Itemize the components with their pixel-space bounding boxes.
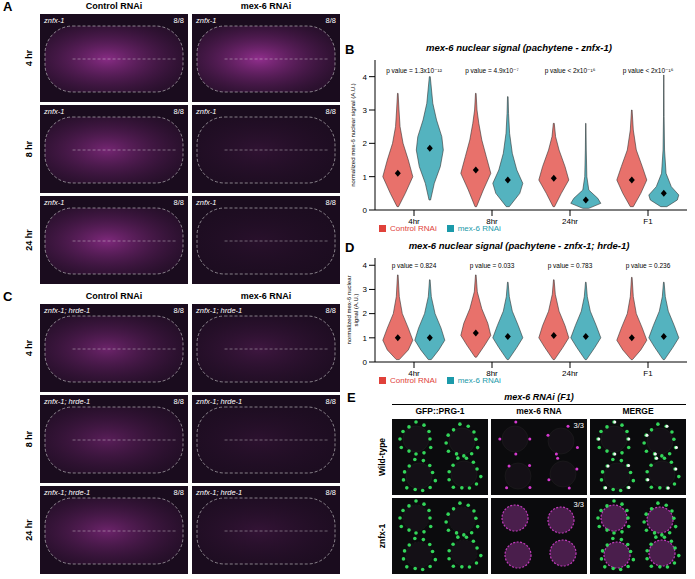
svg-text:8/8: 8/8 [174,198,184,207]
svg-text:4hr: 4hr [408,369,420,378]
svg-text:F1: F1 [643,217,653,226]
svg-text:znfx-1: znfx-1 [43,16,64,25]
svg-text:24hr: 24hr [562,369,578,378]
svg-text:znfx-1: znfx-1 [377,523,387,548]
svg-text:8 hr: 8 hr [24,430,34,447]
svg-text:24hr: 24hr [562,217,578,226]
svg-text:0: 0 [363,206,368,215]
svg-text:znfx-1; hrde-1: znfx-1; hrde-1 [195,488,242,497]
svg-text:4 hr: 4 hr [24,49,34,66]
svg-text:znfx-1: znfx-1 [195,16,216,25]
svg-text:24 hr: 24 hr [24,229,34,251]
svg-text:znfx-1: znfx-1 [195,107,216,116]
svg-text:znfx-1; hrde-1: znfx-1; hrde-1 [43,397,90,406]
svg-text:normalized mex-6 nuclear signa: normalized mex-6 nuclear signal (A.U.) [350,83,356,187]
svg-text:3: 3 [363,106,368,115]
svg-text:znfx-1: znfx-1 [43,107,64,116]
html-text:mex-6 nuclear signal (pachyten: mex-6 nuclear signal (pachytene - znfx-1… [426,42,612,53]
svg-text:p value = 4.9x10⁻⁷: p value = 4.9x10⁻⁷ [465,67,519,75]
svg-text:4: 4 [363,261,368,270]
svg-text:p value = 0.236: p value = 0.236 [626,262,671,270]
html-text:MERGE: MERGE [622,406,654,416]
svg-text:8/8: 8/8 [174,306,184,315]
svg-text:4: 4 [363,73,368,82]
svg-text:znfx-1: znfx-1 [43,198,64,207]
svg-text:2: 2 [363,139,368,148]
svg-text:8/8: 8/8 [326,397,336,406]
html-text:B: B [345,42,355,57]
html-text:Control RNAi: Control RNAi [85,1,143,11]
svg-text:8/8: 8/8 [326,198,336,207]
html-text:E: E [347,390,356,405]
html-text:mex-6 RNAi: mex-6 RNAi [240,1,292,11]
svg-text:p value = 0.783: p value = 0.783 [548,262,593,270]
html-text:mex-6 RNA: mex-6 RNA [516,406,562,416]
svg-text:znfx-1: znfx-1 [195,198,216,207]
svg-text:znfx-1; hrde-1: znfx-1; hrde-1 [195,397,242,406]
svg-text:3/3: 3/3 [574,421,584,430]
svg-text:8/8: 8/8 [326,16,336,25]
svg-text:0: 0 [363,358,368,367]
svg-text:3: 3 [363,285,368,294]
svg-text:8hr: 8hr [486,369,498,378]
svg-text:2: 2 [363,309,368,318]
html-text:mex-6 RNAi (F1): mex-6 RNAi (F1) [504,392,574,402]
html-text:D: D [345,240,355,255]
html-text:GFP::PRG-1: GFP::PRG-1 [415,406,465,416]
html-text:C: C [3,289,13,304]
svg-text:8/8: 8/8 [174,397,184,406]
svg-text:8 hr: 8 hr [24,140,34,157]
svg-text:znfx-1; hrde-1: znfx-1; hrde-1 [195,306,242,315]
svg-text:24 hr: 24 hr [24,519,34,541]
svg-text:znfx-1; hrde-1: znfx-1; hrde-1 [43,306,90,315]
html-text:mex-6 RNAi: mex-6 RNAi [457,224,501,233]
html-text:mex-6 nuclear signal (pachyten: mex-6 nuclear signal (pachytene - znfx-1… [408,240,630,251]
svg-text:normalized mex-6 nuclearsignal: normalized mex-6 nuclearsignal (A.U.) [346,275,359,344]
html-text:Control RNAi: Control RNAi [85,291,143,301]
svg-text:1: 1 [363,334,368,343]
html-text:Control RNAi: Control RNAi [390,376,437,385]
svg-text:8/8: 8/8 [326,107,336,116]
svg-text:8hr: 8hr [486,217,498,226]
svg-text:p value = 0.033: p value = 0.033 [470,262,515,270]
svg-text:p value < 2x10⁻¹⁶: p value < 2x10⁻¹⁶ [623,67,674,75]
svg-text:p value = 1.3x10⁻¹²: p value = 1.3x10⁻¹² [386,67,442,75]
svg-text:znfx-1; hrde-1: znfx-1; hrde-1 [43,488,90,497]
svg-text:8/8: 8/8 [174,488,184,497]
svg-text:p value = 0.824: p value = 0.824 [392,262,437,270]
svg-text:8/8: 8/8 [174,16,184,25]
svg-text:4 hr: 4 hr [24,339,34,356]
html-text:Control RNAi: Control RNAi [390,224,437,233]
html-text:A: A [3,0,13,14]
svg-text:8/8: 8/8 [326,488,336,497]
svg-text:1: 1 [363,173,368,182]
svg-text:8/8: 8/8 [174,107,184,116]
svg-text:p value < 2x10⁻¹⁶: p value < 2x10⁻¹⁶ [545,67,596,75]
svg-text:3/3: 3/3 [574,500,584,509]
svg-text:Wild-type: Wild-type [377,438,387,476]
html-text:mex-6 RNAi: mex-6 RNAi [240,291,292,301]
svg-text:8/8: 8/8 [326,306,336,315]
svg-text:F1: F1 [643,369,653,378]
html-text:mex-6 RNAi: mex-6 RNAi [457,376,501,385]
svg-text:4hr: 4hr [408,217,420,226]
